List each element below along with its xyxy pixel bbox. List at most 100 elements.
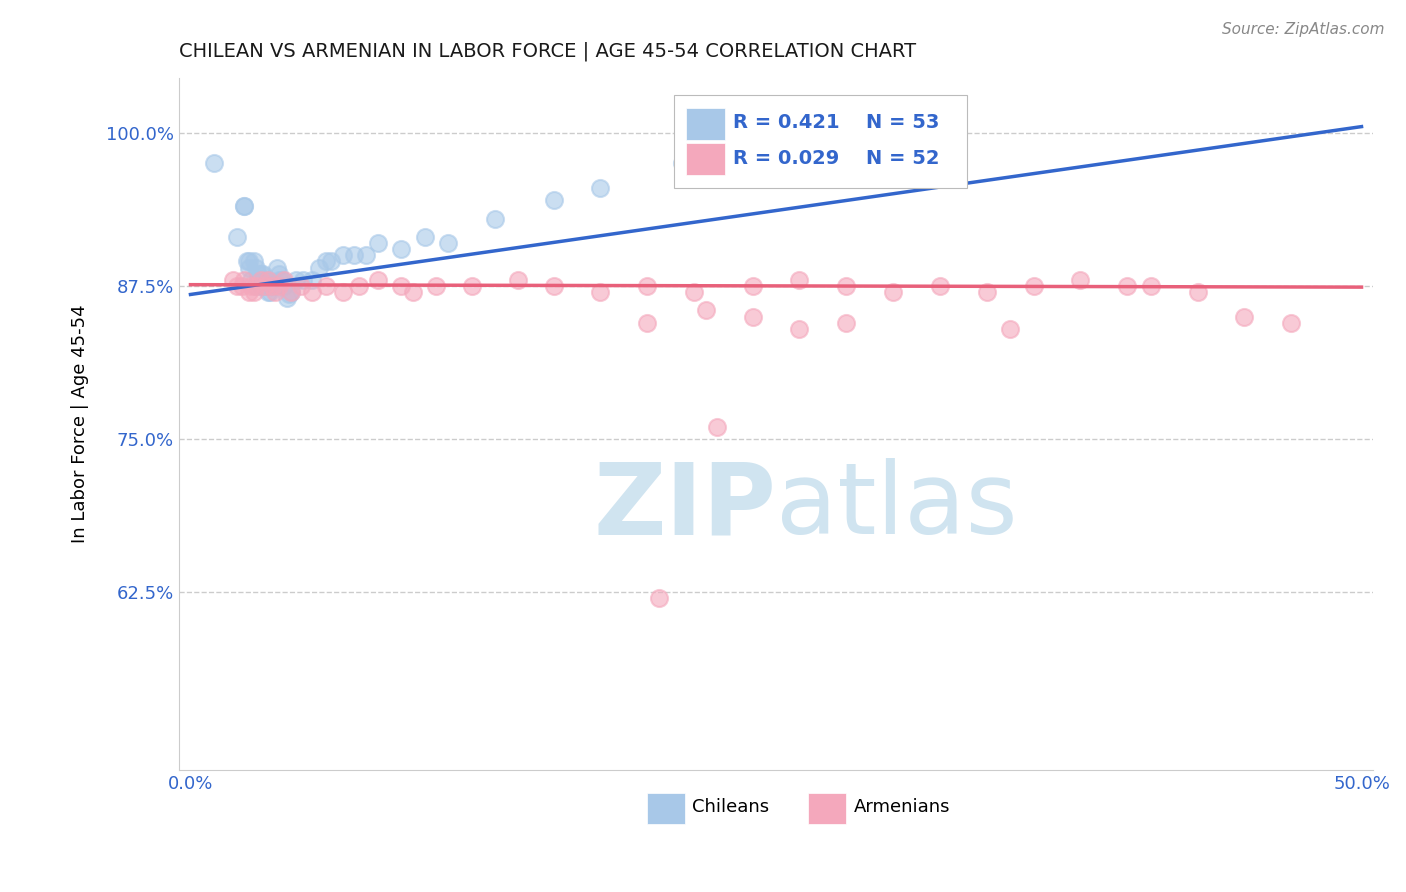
FancyBboxPatch shape [647,794,685,824]
FancyBboxPatch shape [686,108,724,140]
Point [245,279,267,293]
Point [671,156,693,170]
Point [1279,316,1302,330]
Point [1022,279,1045,293]
Point [695,303,717,318]
Point [245,260,267,275]
Text: Chileans: Chileans [692,798,769,816]
Point [291,273,314,287]
Point [290,279,312,293]
Point [242,285,264,299]
Point [252,279,274,293]
Point [1233,310,1256,324]
Point [683,285,706,299]
Point [308,260,330,275]
Point [706,419,728,434]
Point [256,273,278,287]
Point [1069,273,1091,287]
Point [238,254,260,268]
Point [256,285,278,299]
Point [648,591,671,606]
Point [221,273,243,287]
Point [254,279,277,293]
Point [263,279,285,293]
Point [543,193,565,207]
Point [367,235,389,250]
Point [343,248,366,262]
Point [273,279,295,293]
Point [636,316,658,330]
Point [835,316,858,330]
Point [589,181,612,195]
Point [315,279,337,293]
Point [233,199,256,213]
Point [270,273,292,287]
Point [589,285,612,299]
Point [402,285,425,299]
Text: R = 0.421: R = 0.421 [733,113,839,132]
Point [765,126,787,140]
Point [835,279,858,293]
Point [437,235,460,250]
Point [202,156,225,170]
Point [741,310,763,324]
Point [484,211,506,226]
Point [1187,285,1209,299]
Point [332,285,354,299]
Point [882,285,904,299]
Point [242,254,264,268]
Point [273,273,295,287]
FancyBboxPatch shape [808,794,846,824]
Point [789,322,811,336]
Point [252,267,274,281]
Point [249,273,271,287]
Point [249,279,271,293]
Point [332,248,354,262]
Point [269,273,291,287]
Point [247,273,270,287]
Point [425,279,447,293]
Point [718,138,741,153]
Point [249,267,271,281]
Point [269,279,291,293]
Point [226,279,249,293]
Point [508,273,530,287]
Point [301,273,323,287]
Text: atlas: atlas [776,458,1018,556]
Point [254,273,277,287]
Point [347,279,370,293]
Point [247,267,270,281]
Text: ZIP: ZIP [593,458,776,556]
Point [226,230,249,244]
Point [1139,279,1161,293]
Text: N = 52: N = 52 [866,149,939,168]
Point [543,279,565,293]
Point [276,291,298,305]
Point [254,279,277,293]
Point [235,254,257,268]
Point [240,273,263,287]
Text: CHILEAN VS ARMENIAN IN LABOR FORCE | AGE 45-54 CORRELATION CHART: CHILEAN VS ARMENIAN IN LABOR FORCE | AGE… [179,42,915,62]
Point [1116,279,1139,293]
Point [315,254,337,268]
Point [280,285,302,299]
Point [929,279,952,293]
Point [263,285,285,299]
Text: R = 0.029: R = 0.029 [733,149,839,168]
Point [259,279,281,293]
Point [741,279,763,293]
Point [240,279,263,293]
Y-axis label: In Labor Force | Age 45-54: In Labor Force | Age 45-54 [72,304,89,543]
Point [245,279,267,293]
Point [262,279,284,293]
Point [789,273,811,287]
Point [319,254,342,268]
Point [269,267,291,281]
Point [389,242,412,256]
Point [231,279,253,293]
Point [280,285,302,299]
Point [238,285,260,299]
Point [259,285,281,299]
Point [249,273,271,287]
Point [277,287,299,301]
